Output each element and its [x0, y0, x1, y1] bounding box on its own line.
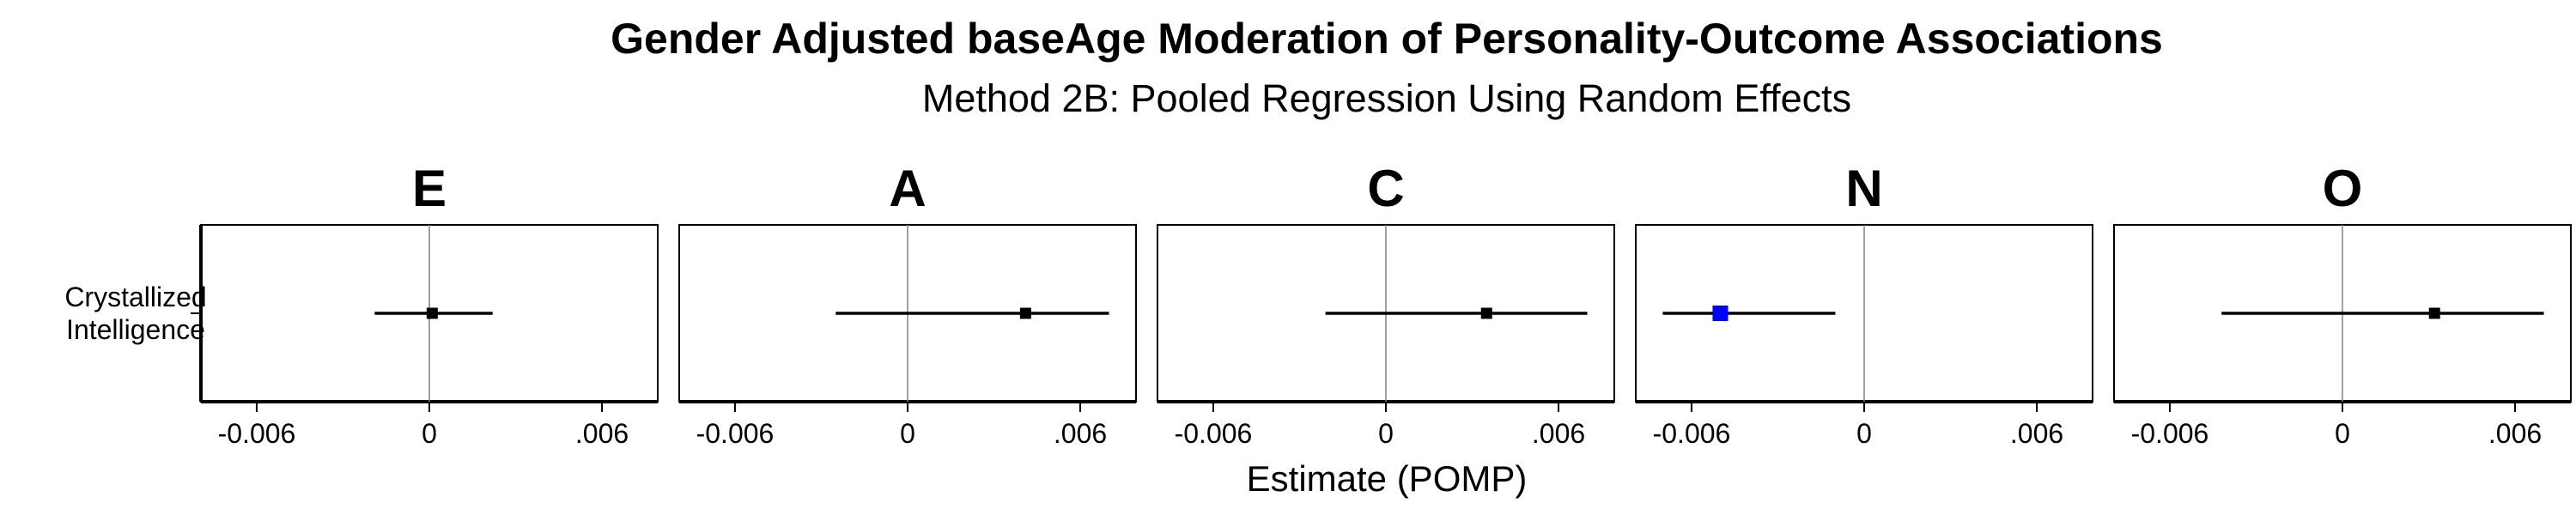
facet-E: E -0.006 0 .006 [191, 160, 659, 449]
point-estimate [2428, 307, 2440, 319]
facet-label: O [2323, 160, 2363, 217]
x-tick-label: .006 [2488, 418, 2542, 449]
x-tick-label: -0.006 [696, 418, 775, 449]
point-estimate [1019, 307, 1031, 319]
x-tick-label: 0 [2335, 418, 2350, 449]
x-axis-title: Estimate (POMP) [1247, 458, 1528, 499]
facet-label: C [1367, 160, 1404, 217]
x-tick-label: .006 [2010, 418, 2063, 449]
x-tick-label: -0.006 [2131, 418, 2209, 449]
y-category-label: Intelligence [66, 314, 205, 345]
x-tick-label: -0.006 [1175, 418, 1253, 449]
x-tick-label: 0 [1378, 418, 1394, 449]
x-tick-label: -0.006 [218, 418, 296, 449]
x-tick-label: -0.006 [1653, 418, 1731, 449]
x-tick-label: .006 [1054, 418, 1107, 449]
chart-subtitle: Method 2B: Pooled Regression Using Rando… [922, 76, 1851, 120]
facet-label: A [889, 160, 926, 217]
y-category-label: Crystallized [64, 282, 206, 312]
x-tick-label: .006 [1532, 418, 1585, 449]
facet-N: N -0.006 0 .006 [1635, 160, 2093, 449]
point-estimate [1480, 307, 1492, 319]
facet-label: E [412, 160, 447, 217]
x-tick-label: 0 [1856, 418, 1872, 449]
facet-C: C -0.006 0 .006 [1157, 160, 1615, 449]
facet-label: N [1845, 160, 1882, 217]
point-estimate [426, 307, 438, 319]
x-tick-label: 0 [422, 418, 437, 449]
facet-O: O -0.006 0 .006 [2113, 160, 2572, 449]
x-tick-label: .006 [575, 418, 629, 449]
x-tick-label: 0 [900, 418, 915, 449]
chart-title: Gender Adjusted baseAge Moderation of Pe… [611, 15, 2163, 63]
point-estimate [1712, 306, 1728, 321]
facet-panels: E -0.006 0 .006 A -0.006 0 .006 C -0.006 0 .006 N -0.… [191, 160, 2572, 449]
facet-A: A -0.006 0 .006 [678, 160, 1137, 449]
